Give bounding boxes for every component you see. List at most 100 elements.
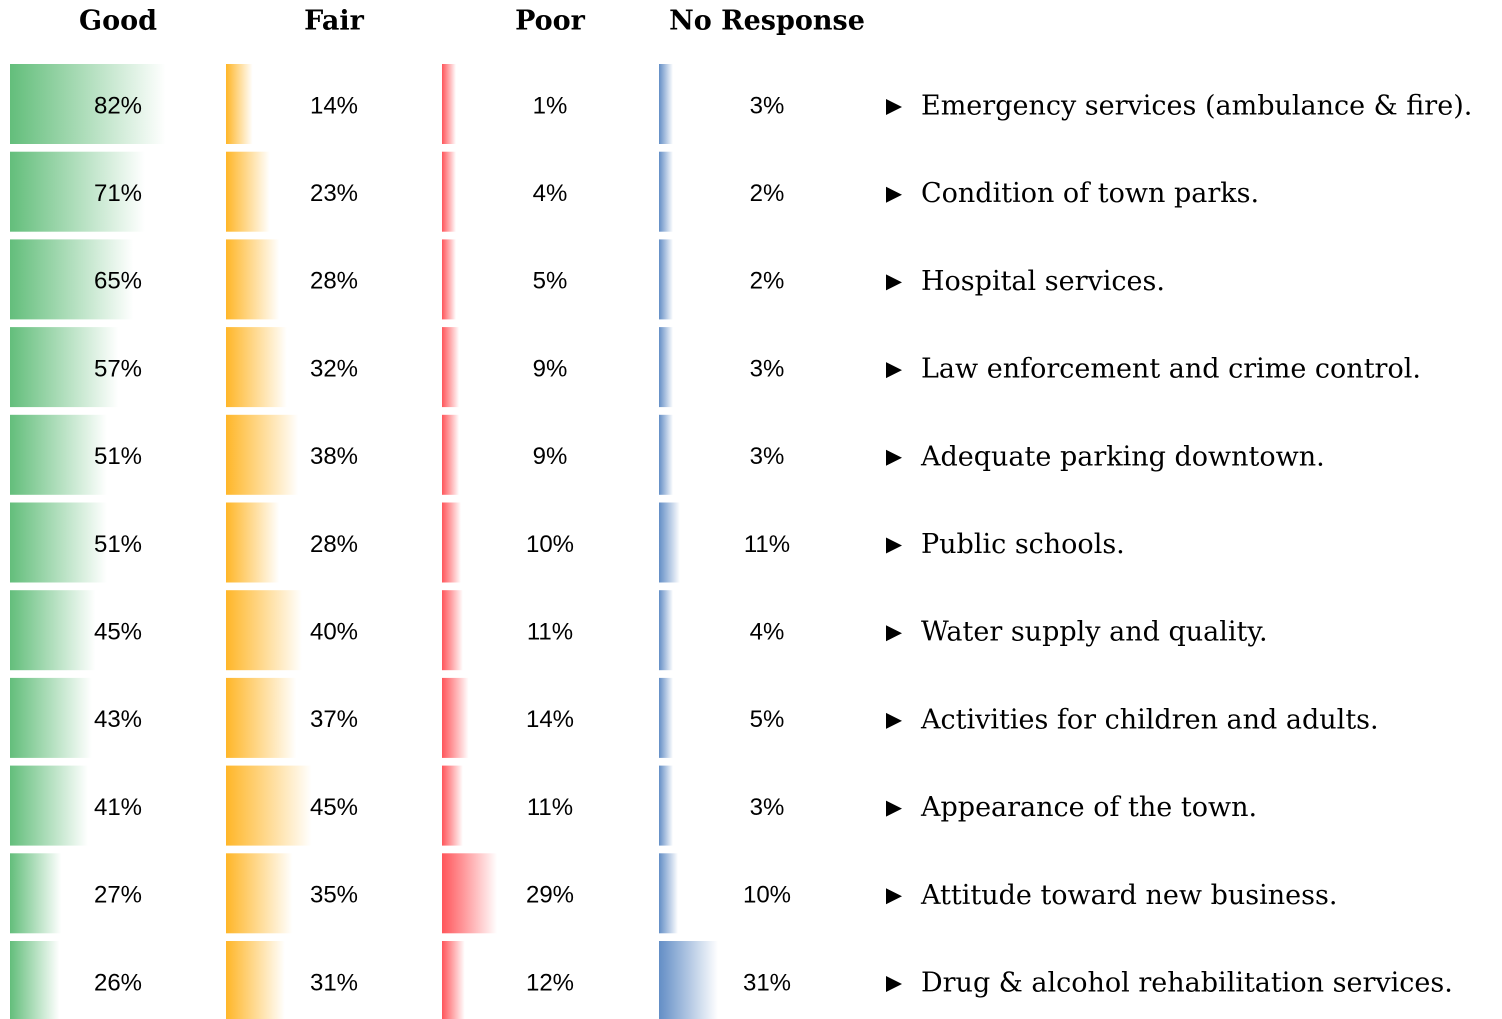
item-label: Appearance of the town.: [920, 792, 1257, 823]
column-header: Good: [79, 6, 157, 37]
value-label: 45%: [94, 619, 142, 646]
item-label: Water supply and quality.: [921, 617, 1268, 648]
bullet-arrow: [886, 537, 902, 554]
data-bar: [10, 64, 166, 144]
data-bar: [226, 853, 293, 934]
value-label: 2%: [750, 180, 785, 207]
data-bar: [659, 502, 680, 583]
item-label: Public schools.: [921, 529, 1125, 560]
value-label: 3%: [750, 794, 785, 821]
data-bar: [226, 414, 299, 495]
data-bar: [226, 765, 312, 846]
value-label: 51%: [94, 531, 142, 558]
value-label: 12%: [526, 969, 574, 996]
value-label: 41%: [94, 794, 142, 821]
data-bar: [659, 941, 718, 1019]
value-label: 10%: [526, 531, 574, 558]
value-label: 23%: [310, 180, 358, 207]
data-bar: [659, 677, 673, 758]
value-label: 4%: [750, 619, 785, 646]
data-bar: [226, 151, 270, 232]
bullet-arrow: [886, 99, 902, 115]
data-bar: [10, 502, 107, 583]
data-bar: [10, 765, 88, 846]
bullet-arrow: [886, 625, 902, 642]
item-label: Adequate parking downtown.: [920, 441, 1325, 472]
value-label: 11%: [527, 619, 573, 646]
data-bar: [226, 502, 280, 583]
data-bar: [226, 677, 297, 758]
item-label: Law enforcement and crime control.: [921, 354, 1421, 385]
data-bar: [442, 239, 456, 320]
data-bar: [442, 853, 498, 934]
data-bar: [226, 590, 302, 671]
value-label: 43%: [94, 706, 142, 733]
data-bar: [442, 64, 456, 144]
data-bar: [442, 941, 465, 1019]
value-label: 3%: [750, 355, 785, 382]
value-label: 11%: [744, 531, 790, 558]
bullet-arrow: [886, 449, 902, 466]
data-bar: [659, 327, 673, 408]
bullet-arrow: [886, 362, 902, 379]
data-bar: [442, 327, 460, 408]
data-bar: [659, 239, 673, 320]
data-bar: [659, 765, 673, 846]
data-bar: [10, 239, 134, 320]
value-label: 9%: [533, 443, 568, 470]
value-label: 26%: [94, 969, 142, 996]
data-bar: [442, 151, 456, 232]
value-label: 35%: [310, 882, 358, 909]
data-bar: [659, 414, 673, 495]
value-label: 31%: [743, 969, 791, 996]
value-label: 38%: [310, 443, 358, 470]
data-bar: [10, 853, 62, 934]
data-bar: [226, 941, 285, 1019]
value-label: 45%: [310, 794, 358, 821]
value-label: 29%: [526, 882, 574, 909]
data-bar: [10, 941, 60, 1019]
value-label: 31%: [310, 969, 358, 996]
item-label: Attitude toward new business.: [920, 880, 1337, 911]
item-label: Drug & alcohol rehabilitation services.: [921, 968, 1453, 999]
data-bar: [10, 590, 96, 671]
bullet-arrow: [886, 800, 902, 817]
data-bar: [659, 64, 673, 144]
value-label: 57%: [94, 355, 142, 382]
data-bar: [442, 765, 463, 846]
column-header: Poor: [515, 6, 586, 37]
value-label: 11%: [527, 794, 573, 821]
value-label: 65%: [94, 268, 142, 295]
bullet-arrow: [886, 712, 902, 729]
bullet-arrow: [886, 888, 902, 905]
value-label: 5%: [533, 268, 568, 295]
value-label: 5%: [750, 706, 785, 733]
value-label: 9%: [533, 355, 568, 382]
data-bar: [226, 239, 280, 320]
value-label: 3%: [750, 443, 785, 470]
value-label: 1%: [533, 92, 568, 119]
value-label: 28%: [310, 268, 358, 295]
value-label: 27%: [94, 882, 142, 909]
value-label: 82%: [94, 92, 142, 119]
data-bar: [442, 590, 463, 671]
bullet-arrow: [886, 186, 902, 203]
value-label: 28%: [310, 531, 358, 558]
value-label: 14%: [310, 92, 358, 119]
value-label: 51%: [94, 443, 142, 470]
bullet-arrow: [886, 976, 902, 992]
value-label: 4%: [533, 180, 568, 207]
value-label: 10%: [743, 882, 791, 909]
data-bar: [442, 677, 469, 758]
column-header: No Response: [669, 6, 865, 37]
value-label: 32%: [310, 355, 358, 382]
value-label: 37%: [310, 706, 358, 733]
data-bar: [442, 414, 460, 495]
value-label: 71%: [94, 180, 142, 207]
item-label: Condition of town parks.: [921, 178, 1259, 209]
data-bar: [10, 414, 107, 495]
data-bar: [659, 853, 678, 934]
value-label: 14%: [526, 706, 574, 733]
data-bar: [10, 327, 119, 408]
